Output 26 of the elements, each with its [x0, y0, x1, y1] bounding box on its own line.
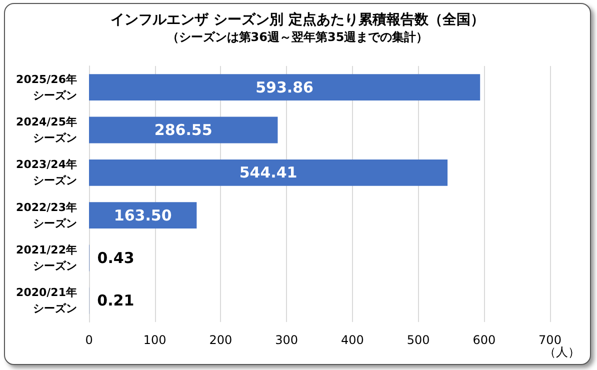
chart-subtitle: （シーズンは第36週～翌年第35週までの集計）	[166, 30, 428, 44]
data-label: 286.55	[154, 121, 212, 139]
bar	[89, 74, 480, 101]
y-tick-label: 2025/26年シーズン	[16, 72, 77, 102]
x-tick-label: 500	[406, 333, 430, 347]
chart-title: インフルエンザ シーズン別 定点あたり累積報告数（全国）	[110, 11, 484, 28]
x-tick-label: 700	[538, 333, 562, 347]
x-tick-label: 400	[340, 333, 364, 347]
x-tick-label: 600	[472, 333, 496, 347]
y-tick-label: 2022/23年シーズン	[16, 200, 77, 230]
data-label: 593.86	[256, 78, 314, 96]
data-label: 163.50	[114, 206, 172, 224]
x-axis-title: （人）	[544, 345, 580, 359]
y-tick-label: 2023/24年シーズン	[16, 158, 77, 188]
data-label: 544.41	[239, 164, 298, 182]
x-tick-label: 200	[209, 333, 232, 347]
y-tick-label: 2020/21年シーズン	[16, 286, 77, 316]
y-tick-label: 2021/22年シーズン	[16, 244, 77, 272]
bar	[89, 159, 448, 186]
bar	[89, 116, 278, 144]
x-tick-label: 100	[143, 333, 166, 347]
x-tick-label: 300	[275, 333, 298, 347]
data-label: 0.43	[97, 249, 134, 267]
y-tick-label: 2024/25年シーズン	[16, 116, 77, 144]
data-label: 0.21	[97, 292, 134, 310]
x-tick-label: 0	[85, 333, 93, 347]
